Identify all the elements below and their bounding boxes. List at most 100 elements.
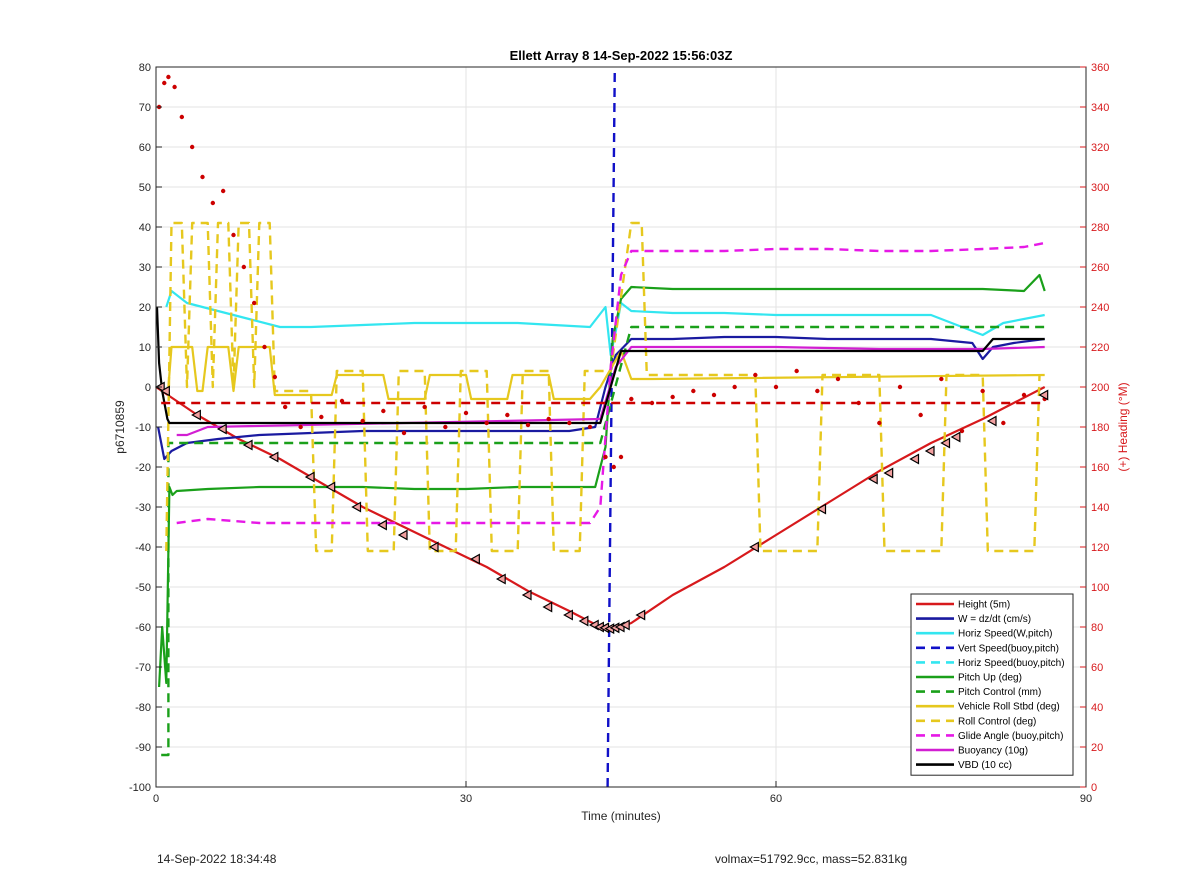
heading-point <box>618 454 624 460</box>
heading-point <box>567 420 572 426</box>
depth-marker <box>940 437 951 449</box>
y-tick-label: 10 <box>139 342 151 354</box>
y-axis-right-label: (+) Heading (°M) <box>1116 382 1130 471</box>
heading-point <box>463 410 469 416</box>
y-right-tick-label: 320 <box>1091 142 1109 154</box>
legend-entry: Vert Speed(buoy,pitch) <box>958 643 1059 654</box>
x-tick-label: 30 <box>460 793 472 805</box>
y-right-tick-label: 280 <box>1091 222 1109 234</box>
heading-point <box>220 188 226 194</box>
heading-point <box>897 384 903 390</box>
depth-marker <box>867 473 878 485</box>
heading-point <box>670 394 675 400</box>
depth-marker <box>351 501 362 513</box>
depth-marker <box>521 589 532 601</box>
y-tick-label: -100 <box>129 782 151 794</box>
heading-point <box>166 74 171 80</box>
heading-point <box>200 174 205 180</box>
series-line-w-dz-dt-cm-s <box>157 335 1045 461</box>
depth-marker <box>325 481 336 493</box>
y-right-tick-label: 40 <box>1091 702 1103 714</box>
series-line-vert-speed-buoy-pitch <box>606 66 616 788</box>
depth-marker <box>377 519 387 531</box>
heading-point <box>189 144 195 150</box>
heading-point <box>381 408 386 414</box>
y-tick-label: 80 <box>139 62 151 74</box>
y-right-tick-label: 120 <box>1091 542 1109 554</box>
y-right-tick-label: 220 <box>1091 342 1109 354</box>
heading-point <box>282 404 288 410</box>
depth-marker <box>619 619 630 631</box>
y-right-tick-label: 260 <box>1091 262 1109 274</box>
y-right-tick-label: 140 <box>1091 502 1109 514</box>
heading-point <box>231 232 236 238</box>
y-right-tick-label: 100 <box>1091 582 1109 594</box>
depth-marker <box>635 609 646 621</box>
heading-point <box>959 428 965 434</box>
y-tick-label: -90 <box>135 742 151 754</box>
y-tick-label: -80 <box>135 702 151 714</box>
footer-timestamp: 14-Sep-2022 18:34:48 <box>157 852 277 866</box>
heading-point <box>360 418 365 424</box>
legend-entry: Vehicle Roll Stbd (deg) <box>958 702 1060 713</box>
y-right-tick-label: 0 <box>1091 782 1097 794</box>
legend-entry: Height (5m) <box>958 600 1010 611</box>
heading-point <box>241 264 247 270</box>
series-line-vehicle-roll-stbd-deg <box>167 345 1045 401</box>
y-axis-right-ticks: 0 20 40 60 80 100 120 140 160 180 200 220 240 260 280 3… <box>1080 62 1109 794</box>
y-tick-label: -50 <box>135 582 151 594</box>
heading-point <box>629 396 634 402</box>
y-right-tick-label: 360 <box>1091 62 1109 74</box>
depth-marker <box>242 439 253 451</box>
y-right-tick-label: 300 <box>1091 182 1109 194</box>
depth-marker <box>950 431 961 443</box>
depth-marker <box>191 409 201 421</box>
y-right-tick-label: 80 <box>1091 622 1103 634</box>
heading-point <box>172 84 177 90</box>
legend-entry: Pitch Control (mm) <box>958 687 1041 698</box>
y-right-tick-label: 340 <box>1091 102 1109 114</box>
heading-point <box>1021 392 1027 398</box>
x-tick-label: 90 <box>1080 793 1092 805</box>
series-line-roll-control-deg <box>165 221 1041 553</box>
y-tick-label: 0 <box>145 382 151 394</box>
heading-point <box>546 416 551 422</box>
y-tick-label: 30 <box>139 262 151 274</box>
legend-entry: Horiz Speed(W,pitch) <box>958 629 1052 640</box>
depth-marker <box>749 541 759 553</box>
heading-point <box>980 388 985 394</box>
legend-entry: W = dz/dt (cm/s) <box>958 614 1031 625</box>
y-tick-label: -70 <box>135 662 151 674</box>
chart-title: Ellett Array 8 14-Sep-2022 15:56:03Z <box>510 48 733 63</box>
heading-point <box>611 464 616 470</box>
y-tick-label: -60 <box>135 622 151 634</box>
y-tick-label: 50 <box>139 182 151 194</box>
depth-marker <box>816 503 827 515</box>
heading-point <box>753 372 758 378</box>
heading-point <box>262 344 267 350</box>
x-axis-ticks: 0 30 60 90 <box>153 781 1092 805</box>
y-axis-ticks: -100-90-80-70-60-50-40-30-20-10010203040… <box>129 62 162 794</box>
y-right-tick-label: 180 <box>1091 422 1109 434</box>
series-line-vbd-10-cc <box>155 306 1045 425</box>
legend-entry: Buoyancy (10g) <box>958 746 1028 757</box>
depth-marker <box>160 385 170 397</box>
heading-point <box>443 424 448 430</box>
heading-point <box>422 404 427 410</box>
legend-entry: Roll Control (deg) <box>958 716 1036 727</box>
y-tick-label: -40 <box>135 542 151 554</box>
depth-marker <box>578 615 589 627</box>
heading-point <box>939 376 944 382</box>
heading-point <box>272 374 278 380</box>
series-line-pitch-up-deg <box>158 273 1046 688</box>
legend-box <box>910 593 1074 776</box>
y-right-tick-label: 240 <box>1091 302 1109 314</box>
heading-point <box>877 420 882 426</box>
legend-entry: Glide Angle (buoy,pitch) <box>958 731 1063 742</box>
heading-point <box>918 412 923 418</box>
heading-point <box>179 114 185 120</box>
depth-marker <box>304 471 315 483</box>
y-tick-label: -10 <box>135 422 151 434</box>
depth-marker <box>883 467 894 479</box>
